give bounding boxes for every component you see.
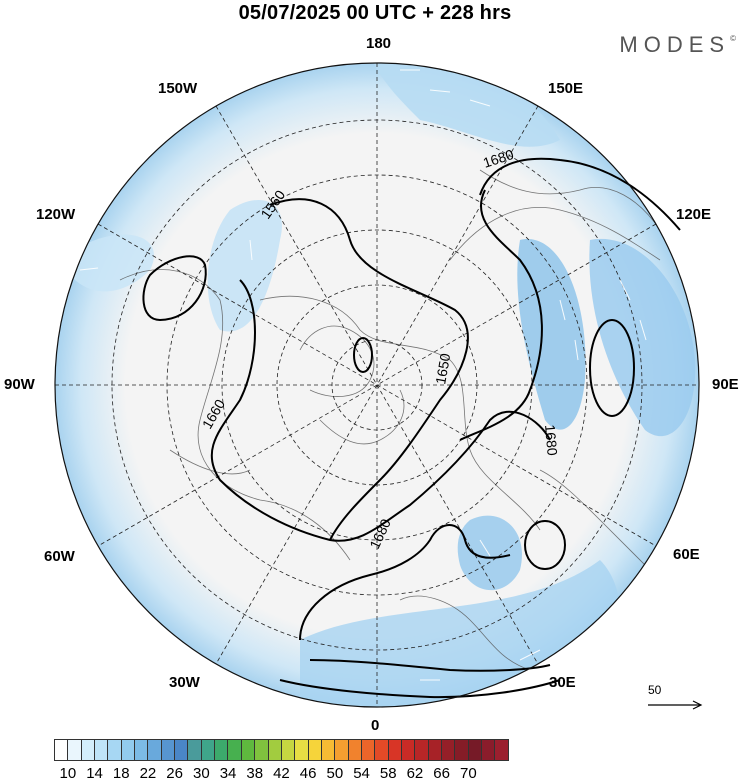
lon-label-150e: 150E [548,80,584,97]
colorbar-swatch [374,739,389,761]
colorbar-swatch [67,739,82,761]
colorbar-swatch [400,739,416,761]
colorbar-swatch [294,739,309,761]
colorbar-swatch [481,739,496,761]
coastlines [119,169,661,701]
colorbar-swatch [54,739,69,761]
colorbar-label: 54 [353,765,370,782]
colorbar-label: 34 [219,765,237,782]
modes-logo: MODES© [619,32,736,58]
colorbar-swatch [440,739,456,761]
colorbar-swatch [307,739,322,761]
colorbar-label: 58 [379,765,397,782]
colorbar-swatch [334,739,349,761]
colorbar-swatch [347,739,362,761]
colorbar-swatch [120,739,136,761]
colorbar-swatch [147,739,162,761]
colorbar-swatch [280,739,296,761]
colorbar-swatch [200,739,216,761]
colorbar-swatch [187,739,202,761]
colorbar-swatch [214,739,229,761]
map-title: 05/07/2025 00 UTC + 228 hrs [238,2,512,24]
colorbar-label: 18 [112,765,130,782]
colorbar-swatch [494,739,509,761]
lon-label-30w: 30W [169,674,200,691]
lon-label-0: 0 [371,717,380,734]
modes-logo-text: MODES [619,32,731,57]
colorbar-swatch [387,739,402,761]
copyright-mark: © [730,34,736,43]
colorbar-swatch [320,739,336,761]
colorbar-label: 42 [273,765,290,782]
colorbar-label: 46 [299,765,317,782]
colorbar-label: 26 [166,765,183,782]
wind-speed-shading [60,63,696,707]
colorbar-swatch [414,739,429,761]
colorbar-swatch [254,739,269,761]
colorbar-label: 66 [433,765,450,782]
lon-label-60e: 60E [673,546,700,563]
wind-reference-arrow [648,700,703,710]
colorbar-swatch [240,739,256,761]
lon-label-90w: 90W [4,376,35,393]
colorbar [54,739,509,761]
jet-patch-southeast [457,515,522,591]
colorbar-swatch [107,739,122,761]
contour-label: 1650 [432,352,453,386]
colorbar-swatch [454,739,469,761]
colorbar-label: 70 [460,765,477,782]
lon-label-150w: 150W [158,80,198,97]
colorbar-swatch [94,739,109,761]
colorbar-swatch [360,739,376,761]
colorbar-label: 14 [86,765,103,782]
jet-patch-east-2 [589,238,696,437]
wind-vectors [79,69,647,681]
lon-label-120w: 120W [36,206,76,223]
colorbar-label: 50 [326,765,344,782]
contour-label: 1680 [542,424,561,457]
colorbar-label: 10 [59,765,77,782]
colorbar-swatch [80,739,96,761]
wind-reference-label: 50 [648,683,662,697]
map-border [54,62,700,708]
lon-label-90e: 90E [712,376,739,393]
colorbar-label: 62 [406,765,424,782]
colorbar-swatch [427,739,442,761]
colorbar-label: 38 [246,765,264,782]
colorbar-swatch [227,739,242,761]
colorbar-swatch [267,739,282,761]
lon-label-30e: 30E [549,674,576,691]
colorbar-swatch [174,739,189,761]
jet-patch-north [370,63,560,147]
lon-label-60w: 60W [44,548,75,565]
colorbar-swatch [467,739,482,761]
colorbar-swatch [134,739,149,761]
jet-patch-west [207,200,282,332]
colorbar-swatch [160,739,176,761]
height-contours [142,157,681,699]
lon-label-180: 180 [366,35,392,52]
lon-label-120e: 120E [676,206,712,223]
colorbar-label: 22 [139,765,157,782]
colorbar-label: 30 [193,765,210,782]
